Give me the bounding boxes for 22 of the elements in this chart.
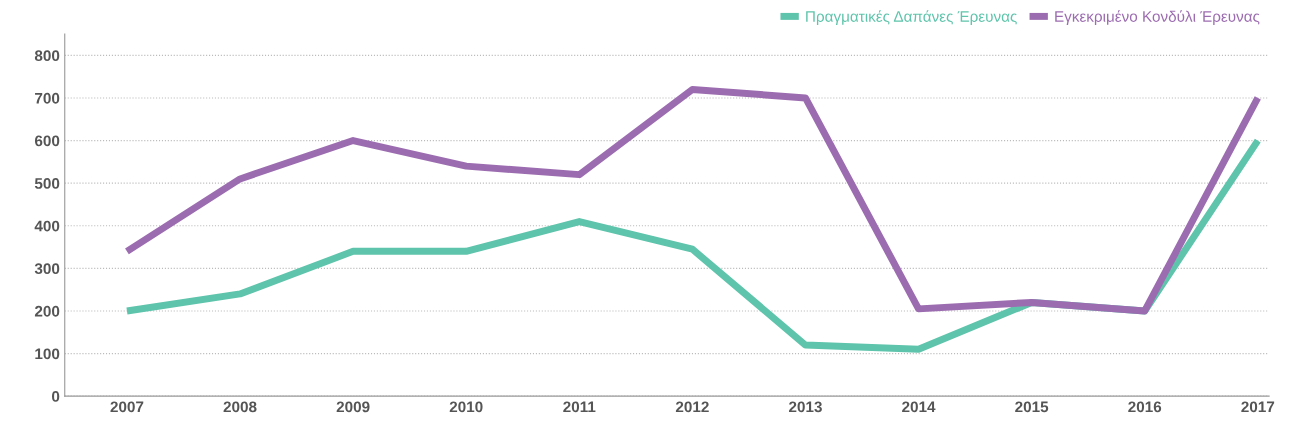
y-tick-label: 500 xyxy=(34,178,60,189)
x-tick-label: 2012 xyxy=(675,401,709,413)
legend-label: Εγκεκριμένο Κονδύλι Έρευνας xyxy=(1055,10,1260,25)
x-tick-label: 2008 xyxy=(223,401,257,413)
y-tick-label: 700 xyxy=(35,92,60,104)
y-tick-label: 200 xyxy=(34,305,60,317)
x-tick-label: 2014 xyxy=(902,401,936,413)
x-tick-label: 2011 xyxy=(563,401,596,413)
x-tick-label: 2013 xyxy=(788,401,822,413)
x-tick-label: 2016 xyxy=(1128,401,1162,413)
y-tick-label: 0 xyxy=(52,391,60,402)
legend-label: Πραγματικές Δαπάνες Έρευνας xyxy=(806,10,1017,25)
x-tick-label: 2007 xyxy=(110,401,144,413)
x-tick-label: 2010 xyxy=(449,401,483,413)
x-tick-label: 2009 xyxy=(336,401,370,413)
y-tick-label: 400 xyxy=(34,220,60,232)
y-tick-label: 300 xyxy=(34,263,60,275)
y-tick-label: 800 xyxy=(34,50,60,62)
x-tick-label: 2017 xyxy=(1241,401,1275,413)
y-tick-label: 600 xyxy=(34,135,60,147)
x-tick-label: 2015 xyxy=(1015,401,1049,413)
y-tick-label: 100 xyxy=(35,348,60,360)
